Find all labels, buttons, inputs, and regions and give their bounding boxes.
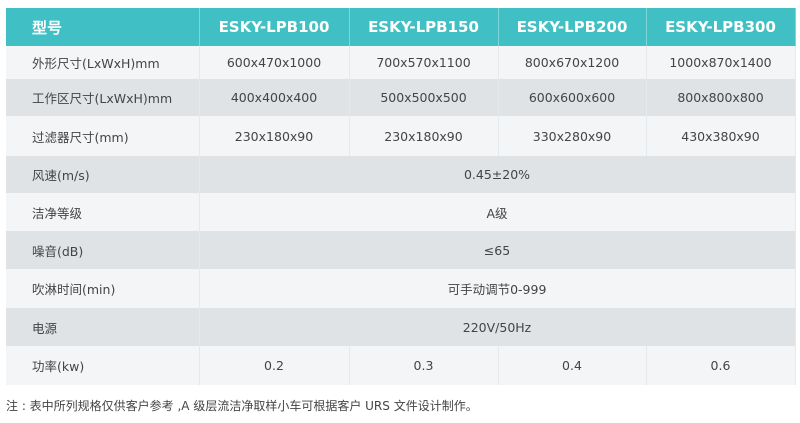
merged-value: A级: [199, 193, 796, 231]
cell-value: 1000x870x1400: [646, 46, 796, 79]
table-row: 电源 220V/50Hz: [6, 308, 796, 346]
footnote: 注 : 表中所列规格仅供客户参考 ,A 级层流洁净取样小车可根据客户 URS 文…: [6, 399, 478, 413]
table-row: 功率(kw) 0.2 0.3 0.4 0.6: [6, 346, 796, 385]
table-row: 过滤器尺寸(mm) 230x180x90 230x180x90 330x280x90 4…: [6, 116, 796, 156]
table-row: 风速(m/s) 0.45±20%: [6, 156, 796, 193]
merged-value: 可手动调节0-999: [199, 269, 796, 308]
cell-value: 430x380x90: [646, 116, 796, 156]
row-label: 洁净等级: [6, 193, 200, 231]
table-row: 噪音(dB) ≤65: [6, 231, 796, 269]
spec-table: 型号 ESKY-LPB100 ESKY-LPB150 ESKY-LPB200 E…: [6, 8, 796, 385]
cell-value: 0.2: [199, 346, 350, 385]
row-label: 过滤器尺寸(mm): [6, 116, 200, 156]
merged-value: 0.45±20%: [199, 156, 796, 193]
cell-value: 600x600x600: [498, 79, 647, 116]
cell-value: 600x470x1000: [199, 46, 350, 79]
header-lpb100: ESKY-LPB100: [199, 8, 350, 46]
row-label: 噪音(dB): [6, 231, 200, 269]
table-row: 吹淋时间(min) 可手动调节0-999: [6, 269, 796, 308]
merged-value: 220V/50Hz: [199, 308, 796, 346]
cell-value: 800x670x1200: [498, 46, 647, 79]
row-label: 外形尺寸(LxWxH)mm: [6, 46, 200, 79]
header-lpb300: ESKY-LPB300: [646, 8, 796, 46]
cell-value: 500x500x500: [349, 79, 499, 116]
cell-value: 230x180x90: [349, 116, 499, 156]
cell-value: 0.3: [349, 346, 499, 385]
row-label: 工作区尺寸(LxWxH)mm: [6, 79, 200, 116]
header-lpb200: ESKY-LPB200: [498, 8, 647, 46]
cell-value: 700x570x1100: [349, 46, 499, 79]
cell-value: 0.4: [498, 346, 647, 385]
row-label: 吹淋时间(min): [6, 269, 200, 308]
cell-value: 800x800x800: [646, 79, 796, 116]
cell-value: 0.6: [646, 346, 796, 385]
header-lpb150: ESKY-LPB150: [349, 8, 499, 46]
merged-value: ≤65: [199, 231, 796, 269]
table-row: 洁净等级 A级: [6, 193, 796, 231]
cell-value: 400x400x400: [199, 79, 350, 116]
cell-value: 330x280x90: [498, 116, 647, 156]
row-label: 风速(m/s): [6, 156, 200, 193]
header-model: 型号: [6, 8, 200, 46]
cell-value: 230x180x90: [199, 116, 350, 156]
header-row: 型号 ESKY-LPB100 ESKY-LPB150 ESKY-LPB200 E…: [6, 8, 796, 46]
row-label: 电源: [6, 308, 200, 346]
table-row: 工作区尺寸(LxWxH)mm 400x400x400 500x500x500 600x…: [6, 79, 796, 116]
row-label: 功率(kw): [6, 346, 200, 385]
table-row: 外形尺寸(LxWxH)mm 600x470x1000 700x570x1100 800…: [6, 46, 796, 79]
